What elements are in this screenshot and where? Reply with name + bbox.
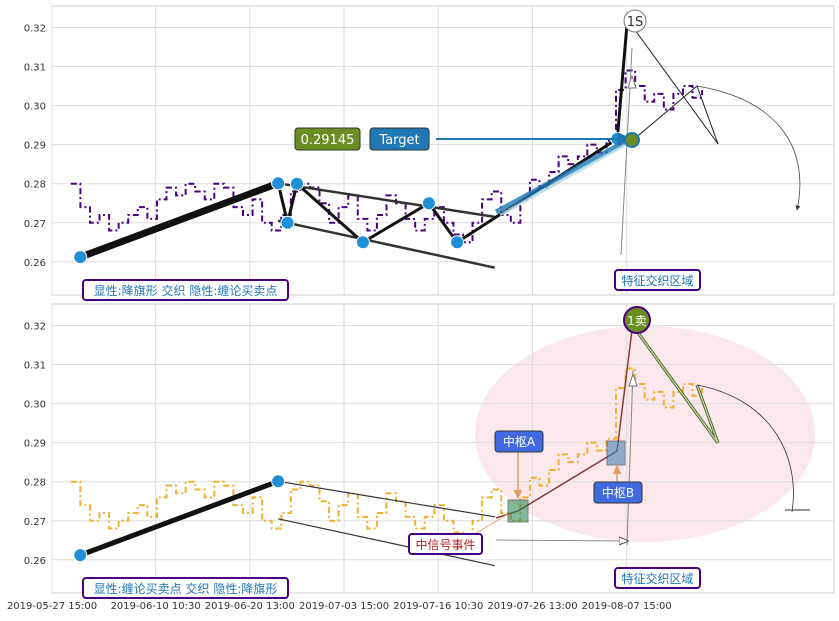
value-label-text: 0.29145 [301, 133, 355, 148]
x-tick-labels: 2019-05-27 15:00 2019-06-10 10:30 2019-06-… [7, 601, 672, 612]
x-tick-label: 2019-08-07 15:00 [582, 601, 672, 612]
zhongshu-a-label: 中枢A [494, 430, 544, 453]
top-legend-text: 显性:降旗形 交织 隐性:缠论买卖点 [94, 283, 278, 298]
bottom-highlight-ellipse [475, 326, 815, 542]
y-tick-label: 0.30 [24, 400, 46, 411]
top-channel-lines [277, 182, 496, 269]
y-tick-label: 0.27 [24, 517, 46, 528]
top-zone-label: 特征交织区域 [614, 269, 701, 291]
pivot-point [271, 176, 286, 191]
target-point [624, 132, 640, 148]
top-grid [51, 6, 834, 295]
pivot-point [73, 250, 88, 265]
x-tick-label: 2019-07-16 10:30 [393, 601, 483, 612]
bottom-zone-label-text: 特征交织区域 [621, 571, 693, 586]
pivot-point [289, 176, 304, 191]
x-tick-label: 2019-07-03 15:00 [299, 601, 389, 612]
zhongshu-a-box [507, 499, 529, 523]
top-peak-label: 1S [627, 15, 644, 30]
y-tick-label: 0.31 [24, 63, 46, 74]
bottom-rise-arrow-head [628, 372, 638, 387]
x-tick-label: 2019-06-20 13:00 [205, 601, 295, 612]
bi-stroke [79, 478, 279, 558]
channel-line [277, 182, 496, 219]
bottom-peak-marker [623, 306, 651, 334]
channel-line [278, 480, 495, 518]
signal-event-label: 中信号事件 [408, 533, 483, 555]
x-tick-label: 2019-07-26 13:00 [487, 601, 577, 612]
y-tick-label: 0.28 [24, 478, 46, 489]
bottom-zone-label: 特征交织区域 [614, 567, 701, 589]
zhongshu-b-box [606, 440, 626, 466]
price-series-line [70, 367, 704, 542]
signal-event-label-text: 中信号事件 [415, 537, 475, 552]
bottom-curved-arrow [696, 384, 794, 513]
bottom-strokes [79, 478, 279, 558]
y-tick-label: 0.29 [24, 141, 46, 152]
y-tick-label: 0.32 [24, 23, 46, 34]
pivot-point [271, 474, 286, 489]
zhongshu-b-label: 中枢B [593, 481, 643, 504]
target-label-text: Target [378, 133, 419, 148]
channel-line [277, 518, 495, 567]
top-peak-marker [623, 9, 647, 33]
bottom-pivot-points [73, 474, 286, 563]
top-drop-triangle [632, 29, 719, 145]
bottom-grid [51, 304, 834, 593]
pivot-point [421, 196, 436, 211]
top-panel-frame [51, 5, 835, 296]
bi-stroke [79, 180, 280, 261]
bottom-legend: 显性:缠论买卖点 交织 隐性:降旗形 [82, 577, 289, 599]
y-tick-label: 0.28 [24, 180, 46, 191]
y-tick-label: 0.26 [24, 556, 46, 567]
y-tick-label: 0.26 [24, 258, 46, 269]
top-curved-arrow [696, 85, 801, 211]
y-tick-label: 0.30 [24, 102, 46, 113]
top-rise-arrow-head [627, 74, 637, 89]
bottom-y-tick-labels: 0.26 0.27 0.28 0.29 0.30 0.31 0.32 [24, 321, 46, 566]
pivot-point [355, 235, 370, 250]
bottom-channel-lines [277, 480, 495, 567]
bottom-price-series [70, 367, 704, 542]
pivot-point [450, 235, 465, 250]
top-zone-label-text: 特征交织区域 [621, 273, 693, 288]
x-tick-label: 2019-06-10 10:30 [111, 601, 201, 612]
bottom-drop-zigzag-fill [635, 329, 719, 444]
bottom-legend-text: 显性:缠论买卖点 交织 隐性:降旗形 [94, 581, 278, 596]
y-tick-label: 0.27 [24, 219, 46, 230]
x-tick-label: 2019-05-27 15:00 [7, 601, 97, 612]
top-legend: 显性:降旗形 交织 隐性:缠论买卖点 [82, 279, 289, 301]
top-trend-band-light [499, 143, 626, 217]
bottom-horizontal-arrow [495, 540, 628, 541]
pivot-point [280, 215, 295, 230]
bottom-rise-arrow [626, 369, 634, 546]
top-y-tick-labels: 0.26 0.27 0.28 0.29 0.30 0.31 0.32 [24, 23, 46, 268]
y-tick-label: 0.31 [24, 361, 46, 372]
value-label: 0.29145 [294, 127, 361, 151]
target-label: Target [369, 127, 430, 151]
zhongshu-a-label-text: 中枢A [503, 434, 536, 449]
pivot-point [73, 548, 88, 563]
bottom-peak-label: 1卖 [627, 314, 647, 328]
channel-line [277, 219, 496, 269]
y-tick-label: 0.29 [24, 439, 46, 450]
zhongshu-b-label-text: 中枢B [602, 485, 634, 500]
top-trend-band [494, 136, 632, 215]
y-tick-label: 0.32 [24, 321, 46, 332]
